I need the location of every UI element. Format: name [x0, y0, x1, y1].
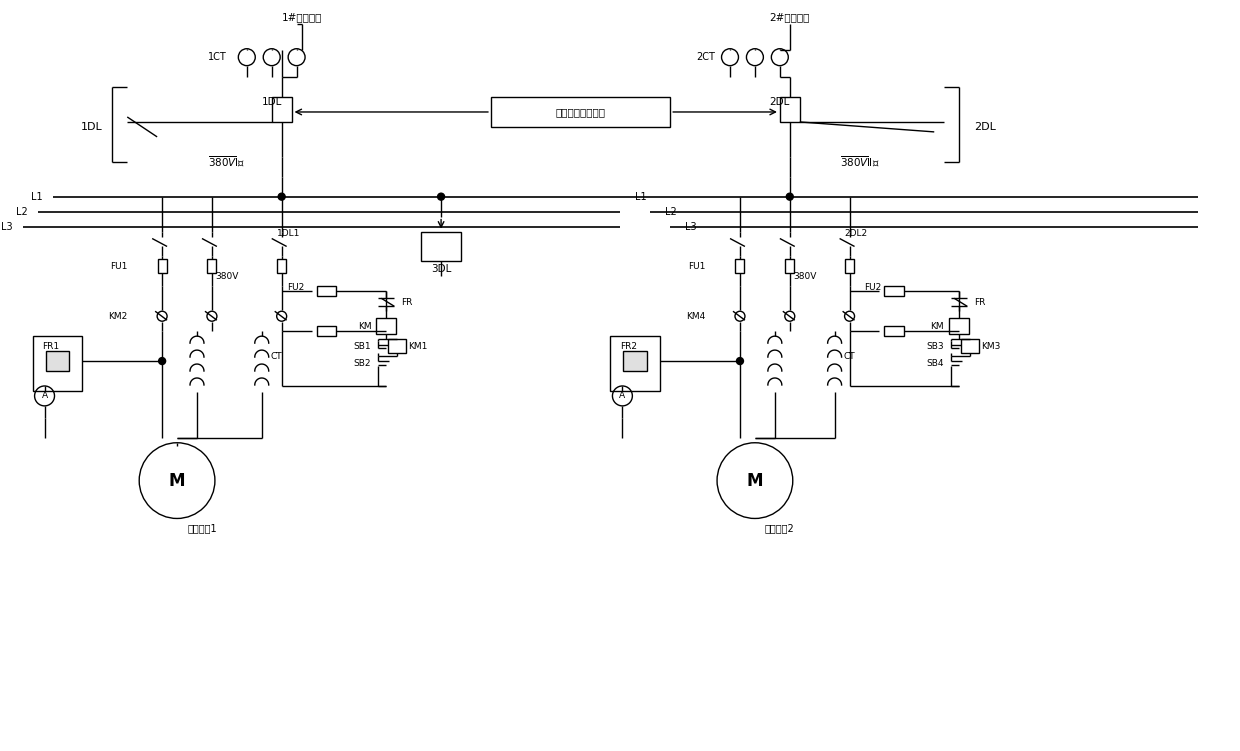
Text: 380V: 380V — [216, 272, 238, 281]
Text: M: M — [169, 472, 185, 490]
Bar — [491, 97, 671, 127]
Circle shape — [737, 357, 744, 364]
Text: FR2: FR2 — [620, 342, 637, 351]
Text: L2: L2 — [665, 207, 677, 216]
Text: M: M — [746, 472, 763, 490]
Text: CT: CT — [270, 351, 283, 360]
Text: KM: KM — [930, 321, 944, 330]
Bar — [316, 286, 336, 297]
Text: KM2: KM2 — [108, 312, 128, 321]
Text: CT: CT — [843, 351, 856, 360]
Circle shape — [438, 193, 445, 201]
Text: KM3: KM3 — [981, 342, 1001, 351]
Bar — [278, 259, 286, 273]
Text: SB2: SB2 — [353, 358, 371, 367]
Bar — [961, 339, 980, 353]
Text: 380V: 380V — [794, 272, 816, 281]
Text: 2DL2: 2DL2 — [844, 229, 868, 238]
Text: 电动马达1: 电动马达1 — [187, 523, 217, 533]
Bar — [735, 259, 744, 273]
Text: KM1: KM1 — [408, 342, 428, 351]
Bar — [785, 259, 795, 273]
Bar — [32, 336, 82, 391]
Text: KM: KM — [357, 321, 371, 330]
Bar — [376, 318, 397, 334]
Text: 1#电源进线: 1#电源进线 — [281, 12, 322, 23]
Bar — [422, 231, 461, 261]
Text: FR: FR — [402, 298, 413, 306]
Text: FR1: FR1 — [42, 342, 60, 351]
Text: 2CT: 2CT — [696, 52, 715, 62]
Bar — [780, 97, 800, 122]
Text: $\overline{380V}$Ⅰ母: $\overline{380V}$Ⅰ母 — [208, 155, 246, 169]
Text: FU1: FU1 — [110, 262, 128, 271]
Text: 2#电源进线: 2#电源进线 — [770, 12, 810, 23]
Text: A: A — [619, 391, 625, 400]
Bar — [207, 259, 217, 273]
Text: 1CT: 1CT — [208, 52, 227, 62]
Text: SB4: SB4 — [926, 358, 944, 367]
Text: FU1: FU1 — [688, 262, 706, 271]
Text: A: A — [41, 391, 47, 400]
Bar — [624, 351, 647, 371]
Bar — [388, 339, 407, 353]
Text: 1DL: 1DL — [81, 122, 103, 132]
Text: SB1: SB1 — [353, 342, 371, 351]
Bar — [46, 351, 69, 371]
Bar — [157, 259, 166, 273]
Bar — [884, 286, 904, 297]
Text: L1: L1 — [31, 192, 42, 202]
Circle shape — [786, 193, 794, 201]
Text: FR: FR — [975, 298, 986, 306]
Text: SB3: SB3 — [926, 342, 944, 351]
Bar — [610, 336, 660, 391]
Text: FU2: FU2 — [286, 283, 304, 292]
Text: 2DL: 2DL — [975, 122, 996, 132]
Bar — [316, 326, 336, 336]
Bar — [884, 326, 904, 336]
Text: 电动马达2: 电动马达2 — [765, 523, 795, 533]
Text: L1: L1 — [635, 192, 647, 202]
Text: 1DL: 1DL — [262, 97, 281, 107]
Bar — [272, 97, 291, 122]
Bar — [949, 318, 970, 334]
Text: KM4: KM4 — [686, 312, 706, 321]
Bar — [846, 259, 854, 273]
Text: 1DL1: 1DL1 — [277, 229, 300, 238]
Text: FU2: FU2 — [864, 283, 882, 292]
Text: L3: L3 — [686, 222, 697, 231]
Circle shape — [278, 193, 285, 201]
Text: 电源备自投控制器: 电源备自投控制器 — [556, 107, 605, 117]
Circle shape — [159, 357, 166, 364]
Text: 3DL: 3DL — [430, 264, 451, 274]
Text: L3: L3 — [1, 222, 12, 231]
Text: $\overline{380V}$Ⅱ母: $\overline{380V}$Ⅱ母 — [839, 155, 879, 169]
Text: L2: L2 — [16, 207, 27, 216]
Text: 2DL: 2DL — [770, 97, 790, 107]
